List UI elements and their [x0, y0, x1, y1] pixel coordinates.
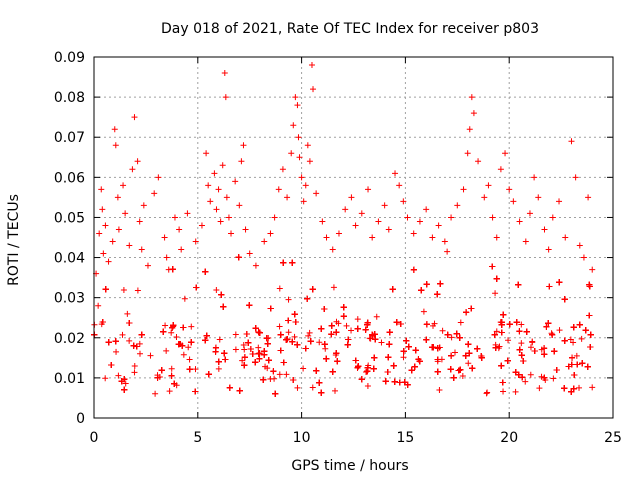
data-point	[215, 365, 222, 372]
data-point	[400, 354, 407, 361]
data-point	[180, 351, 187, 358]
data-point	[115, 372, 122, 379]
data-point	[363, 369, 370, 376]
data-point	[493, 328, 500, 335]
data-point	[239, 357, 246, 364]
data-point	[120, 286, 127, 293]
data-point	[364, 382, 371, 389]
data-point	[216, 336, 223, 343]
data-point	[285, 329, 292, 336]
data-point	[119, 331, 126, 338]
data-point	[573, 352, 580, 359]
data-point	[291, 333, 298, 340]
data-point	[124, 310, 131, 317]
data-point	[484, 389, 491, 396]
data-points	[91, 62, 596, 397]
data-point	[168, 329, 175, 336]
data-point	[444, 248, 451, 255]
data-point	[122, 380, 129, 387]
data-point	[166, 388, 173, 395]
data-point	[567, 336, 574, 343]
data-point	[335, 320, 342, 327]
data-point	[527, 371, 534, 378]
data-point	[163, 347, 170, 354]
data-point	[556, 327, 563, 334]
data-point	[459, 373, 466, 380]
data-point	[188, 323, 195, 330]
data-point	[343, 322, 350, 329]
data-point	[276, 285, 283, 292]
data-point	[512, 388, 519, 395]
data-point	[162, 322, 169, 329]
data-point	[354, 316, 361, 323]
data-point	[262, 363, 269, 370]
data-point	[300, 365, 307, 372]
data-point	[457, 319, 464, 326]
data-point	[136, 350, 143, 357]
data-point	[309, 384, 316, 391]
data-point	[436, 387, 443, 394]
chart-title: Day 018 of 2021, Rate Of TEC Index for r…	[161, 21, 539, 37]
data-point	[448, 334, 455, 341]
data-point	[294, 384, 301, 391]
data-point	[527, 344, 534, 351]
data-point	[192, 366, 199, 373]
data-point	[102, 375, 109, 382]
data-point	[271, 375, 278, 382]
data-point	[185, 344, 192, 351]
data-point	[134, 287, 141, 294]
data-point	[316, 339, 323, 346]
data-point	[451, 349, 458, 356]
data-point	[518, 321, 525, 328]
data-point	[232, 331, 239, 338]
data-point	[168, 365, 175, 372]
data-point	[505, 337, 512, 344]
data-point	[366, 335, 373, 342]
data-point	[492, 290, 499, 297]
data-point	[431, 320, 438, 327]
data-point	[276, 371, 283, 378]
data-point	[465, 360, 472, 367]
data-point	[373, 313, 380, 320]
data-point	[518, 340, 525, 347]
data-point	[330, 284, 337, 291]
data-point	[186, 356, 193, 363]
data-point	[536, 385, 543, 392]
data-point	[240, 341, 247, 348]
data-point	[348, 327, 355, 334]
data-point	[255, 344, 262, 351]
data-point	[283, 371, 290, 378]
data-point	[173, 334, 180, 341]
data-point	[232, 346, 239, 353]
data-point	[305, 332, 312, 339]
data-point	[276, 323, 283, 330]
data-point	[550, 375, 557, 382]
data-point	[483, 390, 490, 397]
data-point	[152, 390, 159, 397]
data-point	[113, 348, 120, 355]
data-point	[538, 373, 545, 380]
data-point	[131, 369, 138, 376]
data-point	[378, 339, 385, 346]
data-point	[136, 340, 143, 347]
data-point	[126, 337, 133, 344]
data-point	[589, 384, 596, 391]
data-point	[420, 308, 427, 315]
data-point	[306, 329, 313, 336]
data-point	[500, 388, 507, 395]
data-point	[522, 378, 529, 385]
data-point	[439, 327, 446, 334]
data-point	[495, 345, 502, 352]
data-point	[332, 387, 339, 394]
data-point	[529, 338, 536, 345]
data-point	[131, 362, 138, 369]
grid-lines	[94, 57, 613, 418]
data-point	[213, 286, 220, 293]
data-point	[285, 296, 292, 303]
data-point	[147, 352, 154, 359]
data-point	[578, 335, 585, 342]
data-point	[576, 384, 583, 391]
data-point	[181, 295, 188, 302]
